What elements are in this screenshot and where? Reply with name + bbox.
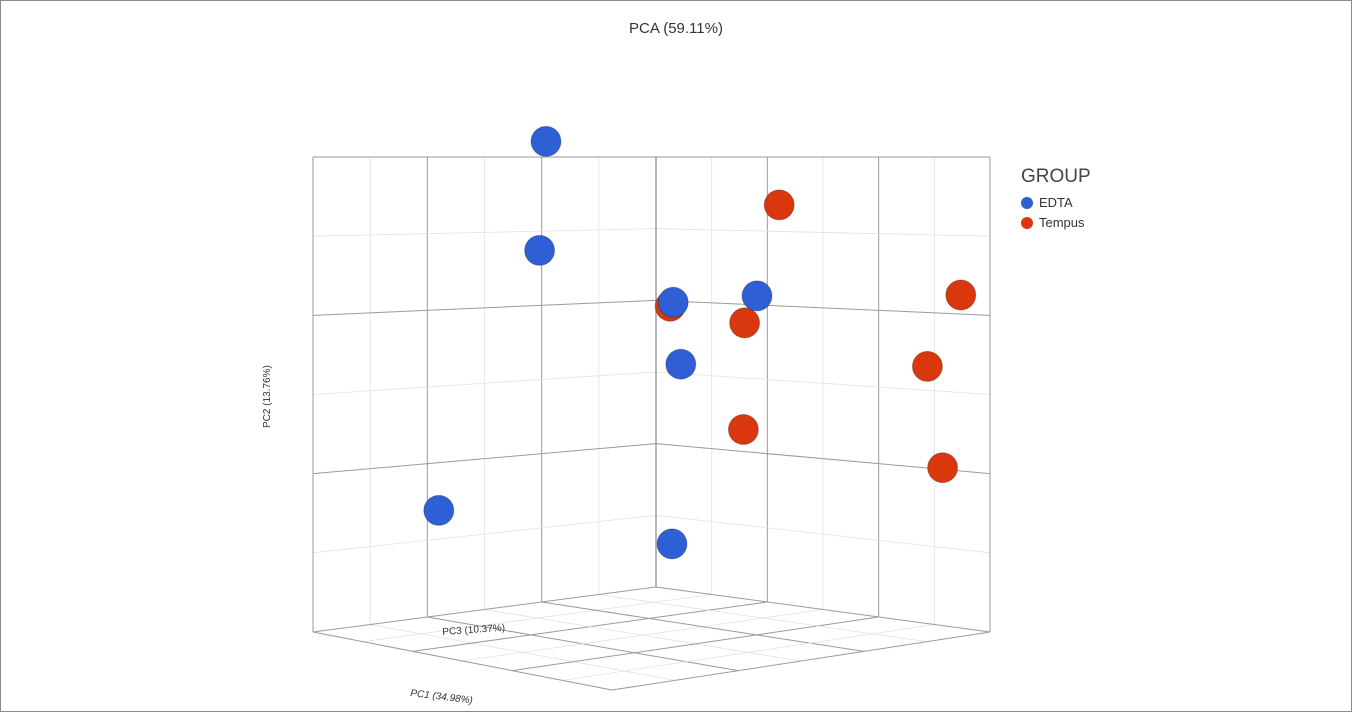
data-point-edta[interactable]: [423, 494, 455, 526]
chart-title: PCA (59.11%): [629, 20, 723, 37]
legend-label-edta: EDTA: [1039, 195, 1073, 210]
data-points: [423, 125, 977, 560]
box-edge: [312, 631, 613, 691]
legend-item-edta[interactable]: EDTA: [1021, 195, 1073, 210]
data-point-tempus[interactable]: [927, 452, 959, 484]
data-point-edta[interactable]: [530, 125, 562, 157]
grid-line: [312, 299, 657, 316]
data-point-edta[interactable]: [657, 286, 689, 318]
legend-label-tempus: Tempus: [1039, 215, 1085, 230]
data-point-edta[interactable]: [656, 528, 688, 560]
box-edge: [611, 631, 991, 691]
grid-line: [312, 443, 657, 475]
data-point-tempus[interactable]: [911, 350, 943, 382]
floor-grid-line: [562, 624, 935, 681]
legend-item-tempus[interactable]: Tempus: [1021, 215, 1085, 230]
grid-line: [655, 514, 991, 554]
box-edge: [312, 586, 657, 633]
data-point-edta[interactable]: [741, 280, 773, 312]
legend-marker-tempus: [1021, 216, 1033, 229]
grid-line: [312, 228, 657, 237]
data-point-tempus[interactable]: [727, 414, 759, 445]
grid-line: [655, 299, 991, 316]
grid-line: [655, 228, 991, 237]
legend-title: GROUP: [1021, 166, 1091, 187]
grid-line: [312, 371, 657, 395]
data-point-tempus[interactable]: [729, 307, 761, 339]
grid-line: [312, 514, 657, 554]
data-point-edta[interactable]: [665, 348, 697, 380]
grid-line: [655, 371, 991, 395]
data-point-edta[interactable]: [524, 234, 556, 266]
legend-marker-edta: [1021, 196, 1033, 209]
data-point-tempus[interactable]: [763, 189, 795, 221]
box-edge: [655, 586, 991, 633]
data-point-tempus[interactable]: [945, 279, 977, 311]
y-axis-label: PC2 (13.76%): [262, 365, 273, 428]
grid-lines: [312, 156, 991, 691]
